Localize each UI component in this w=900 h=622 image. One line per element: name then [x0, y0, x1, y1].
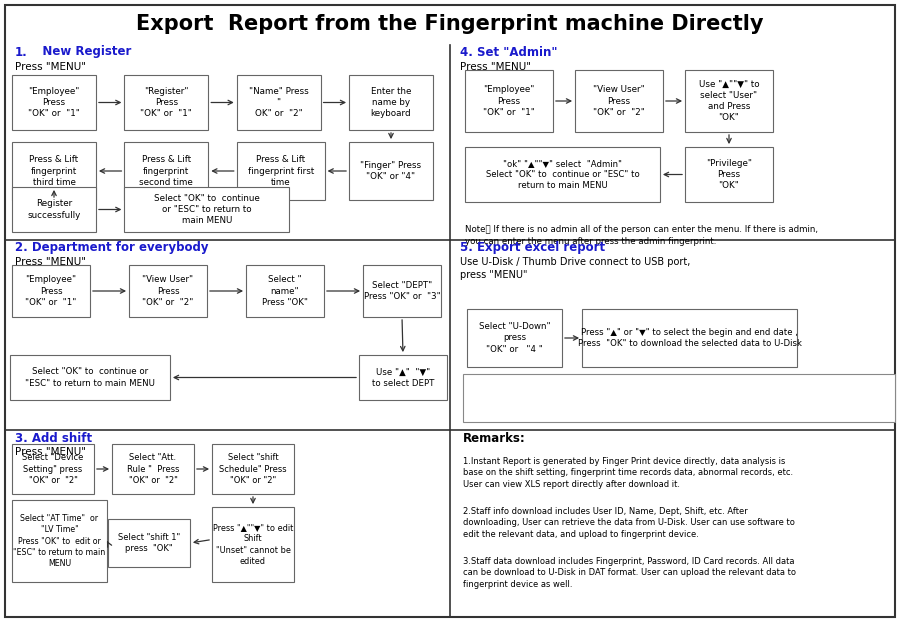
Text: 3.Staff data download includes Fingerprint, Password, ID Card records. All data
: 3.Staff data download includes Fingerpri…: [463, 557, 796, 589]
FancyBboxPatch shape: [685, 147, 773, 202]
Text: "ok" "▲""▼" select  "Admin"
Select "OK" to  continue or "ESC" to
return to main : "ok" "▲""▼" select "Admin" Select "OK" t…: [486, 159, 639, 190]
FancyBboxPatch shape: [112, 444, 194, 494]
Text: 5. Export excel report: 5. Export excel report: [460, 241, 605, 254]
Text: Select "DEPT"
Press "OK" or  "3": Select "DEPT" Press "OK" or "3": [364, 281, 440, 301]
Text: Select "Device
Setting" press
"OK" or  "2": Select "Device Setting" press "OK" or "2…: [22, 453, 84, 485]
FancyBboxPatch shape: [363, 265, 441, 317]
FancyBboxPatch shape: [246, 265, 324, 317]
Text: "Employee"
Press
"OK" or  "1": "Employee" Press "OK" or "1": [25, 276, 77, 307]
FancyBboxPatch shape: [12, 142, 96, 200]
Text: Use U-Disk / Thumb Drive connect to USB port,: Use U-Disk / Thumb Drive connect to USB …: [460, 257, 690, 267]
FancyBboxPatch shape: [12, 444, 94, 494]
Text: Select "shift
Schedule" Press
"OK" or "2": Select "shift Schedule" Press "OK" or "2…: [220, 453, 287, 485]
FancyBboxPatch shape: [12, 75, 96, 130]
FancyBboxPatch shape: [124, 75, 208, 130]
Text: 1.: 1.: [15, 45, 28, 58]
Text: "Employee"
Press
"OK" or  "1": "Employee" Press "OK" or "1": [483, 85, 535, 116]
FancyBboxPatch shape: [12, 265, 90, 317]
Text: Enter the
name by
keyboard: Enter the name by keyboard: [371, 87, 411, 118]
Text: Press "▲" or "▼" to select the begin and end date ,
Press  "OK" to download the : Press "▲" or "▼" to select the begin and…: [578, 328, 802, 348]
FancyBboxPatch shape: [12, 500, 107, 582]
Text: New Register: New Register: [30, 45, 131, 58]
Text: 2. Department for everybody: 2. Department for everybody: [15, 241, 209, 254]
Text: 4. Set "Admin": 4. Set "Admin": [460, 45, 557, 58]
Text: Press & Lift
fingerprint
third time: Press & Lift fingerprint third time: [30, 156, 78, 187]
Text: "View User"
Press
"OK" or  "2": "View User" Press "OK" or "2": [593, 85, 645, 116]
Text: "Finger" Press
"OK" or "4": "Finger" Press "OK" or "4": [360, 161, 421, 181]
FancyBboxPatch shape: [237, 75, 320, 130]
FancyBboxPatch shape: [124, 187, 289, 232]
Text: Use "▲""▼" to
select "User"
and Press
"OK": Use "▲""▼" to select "User" and Press "O…: [698, 80, 760, 122]
FancyBboxPatch shape: [349, 142, 433, 200]
Text: Select "U-Down"
press
"OK" or   "4 ": Select "U-Down" press "OK" or "4 ": [479, 322, 550, 353]
Text: Press & Lift
fingerprint first
time: Press & Lift fingerprint first time: [248, 156, 314, 187]
FancyBboxPatch shape: [108, 519, 190, 567]
Text: Press "MENU": Press "MENU": [15, 257, 86, 267]
Text: "Privilege"
Press
"OK": "Privilege" Press "OK": [706, 159, 752, 190]
FancyBboxPatch shape: [575, 70, 663, 132]
Text: Export  Report from the Fingerprint machine Directly: Export Report from the Fingerprint machi…: [136, 14, 764, 34]
FancyBboxPatch shape: [10, 355, 170, 400]
Text: Select "AT Time"  or
"LV Time"
Press "OK" to  edit or
"ESC" to return to main
ME: Select "AT Time" or "LV Time" Press "OK"…: [14, 514, 105, 568]
FancyBboxPatch shape: [237, 142, 325, 200]
FancyBboxPatch shape: [359, 355, 447, 400]
Text: Select "OK" to  continue
or "ESC" to return to
main MENU: Select "OK" to continue or "ESC" to retu…: [154, 194, 260, 225]
Text: Note： If there is no admin all of the person can enter the menu. If there is adm: Note： If there is no admin all of the pe…: [465, 225, 818, 246]
Text: "Name" Press
"
OK" or  "2": "Name" Press " OK" or "2": [248, 87, 309, 118]
Text: Press "MENU": Press "MENU": [15, 62, 86, 72]
Text: Remarks:: Remarks:: [463, 432, 526, 445]
Text: press "MENU": press "MENU": [460, 270, 527, 280]
Text: Register
successfully: Register successfully: [27, 200, 81, 220]
FancyBboxPatch shape: [12, 187, 96, 232]
Text: Select "Att.
Rule "  Press
"OK" or  "2": Select "Att. Rule " Press "OK" or "2": [127, 453, 179, 485]
Text: Press "MENU": Press "MENU": [15, 447, 86, 457]
FancyBboxPatch shape: [465, 70, 553, 132]
FancyBboxPatch shape: [212, 507, 294, 582]
FancyBboxPatch shape: [463, 374, 895, 422]
Text: "Employee"
Press
"OK" or  "1": "Employee" Press "OK" or "1": [28, 87, 80, 118]
FancyBboxPatch shape: [212, 444, 294, 494]
FancyBboxPatch shape: [5, 5, 895, 617]
Text: Use "▲"  "▼"
to select DEPT: Use "▲" "▼" to select DEPT: [372, 368, 434, 388]
Text: "View User"
Press
"OK" or  "2": "View User" Press "OK" or "2": [142, 276, 194, 307]
FancyBboxPatch shape: [582, 309, 797, 367]
FancyBboxPatch shape: [465, 147, 660, 202]
Text: Select "
name"
Press "OK": Select " name" Press "OK": [262, 276, 308, 307]
FancyBboxPatch shape: [685, 70, 773, 132]
Text: 2.Staff info download includes User ID, Name, Dept, Shift, etc. After
downloadin: 2.Staff info download includes User ID, …: [463, 507, 795, 539]
FancyBboxPatch shape: [129, 265, 207, 317]
FancyBboxPatch shape: [349, 75, 433, 130]
Text: Select "OK" to  continue or
"ESC" to return to main MENU: Select "OK" to continue or "ESC" to retu…: [25, 368, 155, 388]
FancyBboxPatch shape: [124, 142, 208, 200]
Text: Press "MENU": Press "MENU": [460, 62, 531, 72]
FancyBboxPatch shape: [467, 309, 562, 367]
Text: Press "▲""▼" to edit
Shift
"Unset" cannot be
edited: Press "▲""▼" to edit Shift "Unset" canno…: [212, 523, 293, 565]
Text: 1.Instant Report is generated by Finger Print device directly, data analysis is
: 1.Instant Report is generated by Finger …: [463, 457, 793, 489]
Text: Select "shift 1"
press  "OK": Select "shift 1" press "OK": [118, 533, 180, 553]
Text: "Register"
Press
"OK" or  "1": "Register" Press "OK" or "1": [140, 87, 193, 118]
Text: Press & Lift
fingerprint
second time: Press & Lift fingerprint second time: [140, 156, 194, 187]
Text: 3. Add shift: 3. Add shift: [15, 432, 92, 445]
